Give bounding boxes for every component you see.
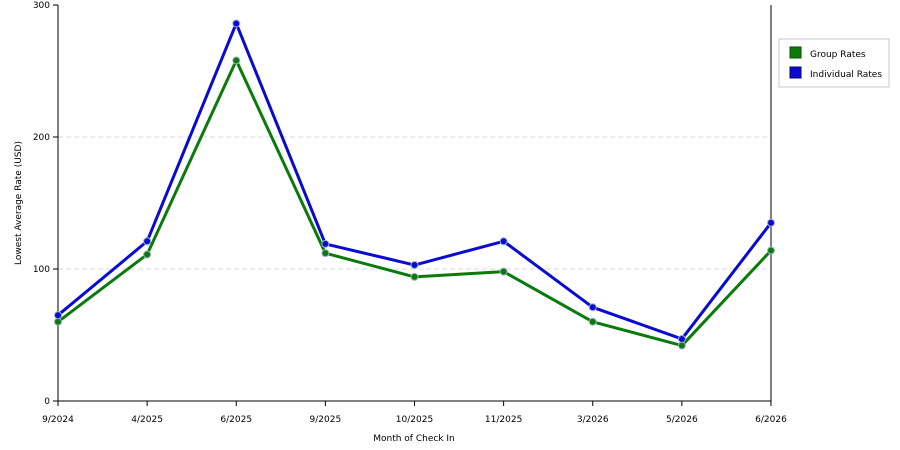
x-tick-label: 3/2026 (577, 415, 609, 425)
y-tick-label: 0 (44, 397, 50, 407)
legend-swatch-individual-rates (789, 66, 802, 79)
x-tick-label: 9/2025 (310, 415, 342, 425)
data-point-group-rates (54, 317, 62, 326)
y-tick-label: 300 (33, 1, 50, 11)
data-point-individual-rates (232, 19, 241, 28)
x-axis-title: Month of Check In (373, 434, 455, 444)
y-tick-label: 100 (33, 265, 50, 275)
data-point-group-rates (677, 341, 686, 350)
data-point-individual-rates (499, 237, 508, 246)
series (54, 19, 775, 350)
data-point-group-rates (588, 317, 597, 326)
x-tick-label: 4/2025 (131, 415, 163, 425)
data-point-group-rates (767, 246, 775, 255)
x-tick-label: 11/2025 (485, 415, 522, 425)
data-point-group-rates (410, 272, 419, 281)
data-point-group-rates (143, 250, 152, 259)
series-line-individual-rates (56, 21, 773, 341)
legend-label-individual-rates: Individual Rates (810, 70, 882, 80)
data-point-individual-rates (321, 239, 330, 248)
x-tick-label: 5/2026 (666, 415, 698, 425)
x-tick-label: 6/2025 (220, 415, 252, 425)
y-axis-title: Lowest Average Rate (USD) (14, 141, 24, 265)
data-point-individual-rates (767, 218, 775, 227)
data-point-group-rates (232, 56, 241, 65)
ticks: 0 100 200 300 9/2024 4/2025 6/2025 9/2025 10/202… (33, 1, 787, 425)
legend-label-group-rates: Group Rates (810, 50, 866, 60)
series-line-group-rates (56, 58, 773, 348)
data-point-individual-rates (677, 334, 686, 343)
y-tick-label: 200 (33, 133, 50, 143)
data-point-individual-rates (588, 303, 597, 312)
data-point-group-rates (321, 249, 330, 258)
data-point-individual-rates (143, 237, 152, 246)
x-tick-label: 9/2024 (42, 415, 74, 425)
data-point-individual-rates (54, 311, 62, 320)
gridlines (58, 136, 771, 270)
legend-swatch-group-rates (789, 46, 802, 59)
data-point-individual-rates (410, 261, 419, 270)
x-tick-label: 10/2025 (396, 415, 433, 425)
data-point-group-rates (499, 267, 508, 276)
legend: Group Rates Individual Rates (778, 38, 890, 88)
x-tick-label: 6/2026 (755, 415, 787, 425)
